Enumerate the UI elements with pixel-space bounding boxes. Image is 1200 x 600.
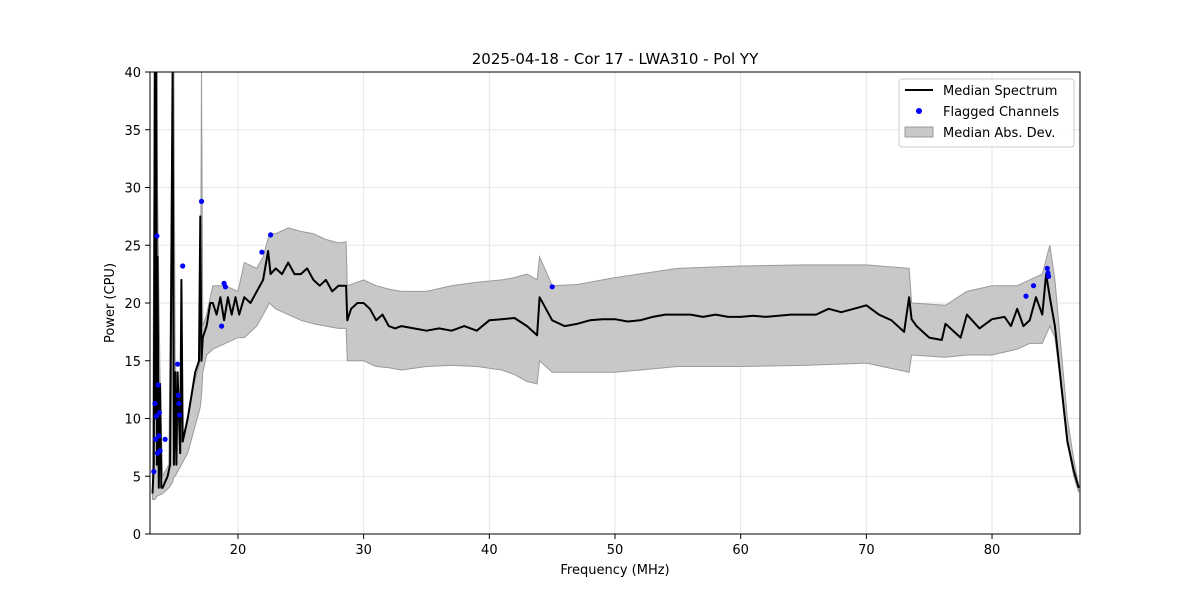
flagged-channel-point: [1046, 273, 1052, 279]
x-tick-label: 30: [355, 543, 372, 558]
legend-flagged-label: Flagged Channels: [943, 105, 1059, 120]
flagged-channel-point: [219, 323, 225, 329]
legend: Median Spectrum Flagged Channels Median …: [898, 78, 1075, 148]
y-tick-label: 35: [124, 124, 141, 139]
y-axis-label: Power (CPU): [103, 263, 118, 343]
flagged-channel-point: [152, 400, 158, 407]
flagged-channel-point: [222, 284, 228, 290]
y-tick-label: 20: [124, 297, 141, 312]
flagged-channel-point: [1030, 283, 1037, 289]
median-spectrum-line: [151, 72, 1080, 494]
legend-mad-swatch: [904, 126, 934, 138]
flagged-channel-point: [1023, 293, 1029, 299]
x-tick-label: 70: [858, 543, 875, 558]
flagged-channel-point: [155, 382, 161, 388]
plot-area: [151, 72, 1080, 500]
flagged-channel-point: [268, 232, 274, 238]
x-tick-label: 50: [607, 543, 624, 558]
flagged-channel-point: [153, 413, 159, 419]
flagged-channel-point: [175, 361, 181, 367]
x-axis-label: Frequency (MHz): [560, 563, 669, 578]
flagged-channel-point: [549, 284, 555, 290]
legend-median-label: Median Spectrum: [943, 84, 1057, 99]
flagged-channel-point: [157, 448, 163, 454]
flagged-channel-point: [156, 433, 162, 439]
y-tick-label: 15: [124, 355, 141, 370]
flagged-channel-point: [176, 412, 183, 418]
median-line-layer: [151, 72, 1080, 494]
x-tick-label: 40: [481, 543, 498, 558]
flagged-points-layer: [151, 198, 1052, 475]
x-tick-label: 80: [984, 543, 1001, 558]
chart-title: 2025-04-18 - Cor 17 - LWA310 - Pol YY: [472, 50, 759, 68]
y-tick-label: 10: [124, 413, 141, 428]
flagged-channel-point: [198, 198, 205, 204]
y-tick-label: 40: [124, 66, 141, 81]
flagged-channel-point: [175, 392, 181, 398]
x-axis-ticks: 20 30 40 50 60 70 80: [230, 534, 1001, 558]
y-tick-label: 5: [133, 470, 141, 485]
y-tick-label: 0: [133, 528, 141, 543]
legend-box: [898, 78, 1075, 148]
flagged-channel-point: [154, 233, 160, 239]
flagged-channel-point: [156, 410, 162, 416]
y-tick-label: 30: [124, 182, 141, 197]
flagged-channel-point: [153, 436, 159, 442]
x-tick-label: 20: [230, 543, 247, 558]
flagged-channel-point: [180, 263, 186, 269]
legend-mad-label: Median Abs. Dev.: [943, 126, 1055, 141]
flagged-channel-point: [162, 436, 168, 442]
legend-flagged-swatch: [916, 108, 922, 114]
y-tick-label: 25: [124, 239, 141, 254]
flagged-channel-point: [176, 400, 182, 407]
mad-band: [152, 72, 1080, 500]
y-axis-ticks: 0 5 10 15 20 25 30 35 40: [124, 66, 150, 543]
mad-band-layer: [152, 72, 1080, 500]
flagged-channel-point: [1044, 265, 1050, 271]
x-tick-label: 60: [732, 543, 749, 558]
flagged-channel-point: [151, 469, 157, 475]
flagged-channel-point: [259, 249, 265, 255]
